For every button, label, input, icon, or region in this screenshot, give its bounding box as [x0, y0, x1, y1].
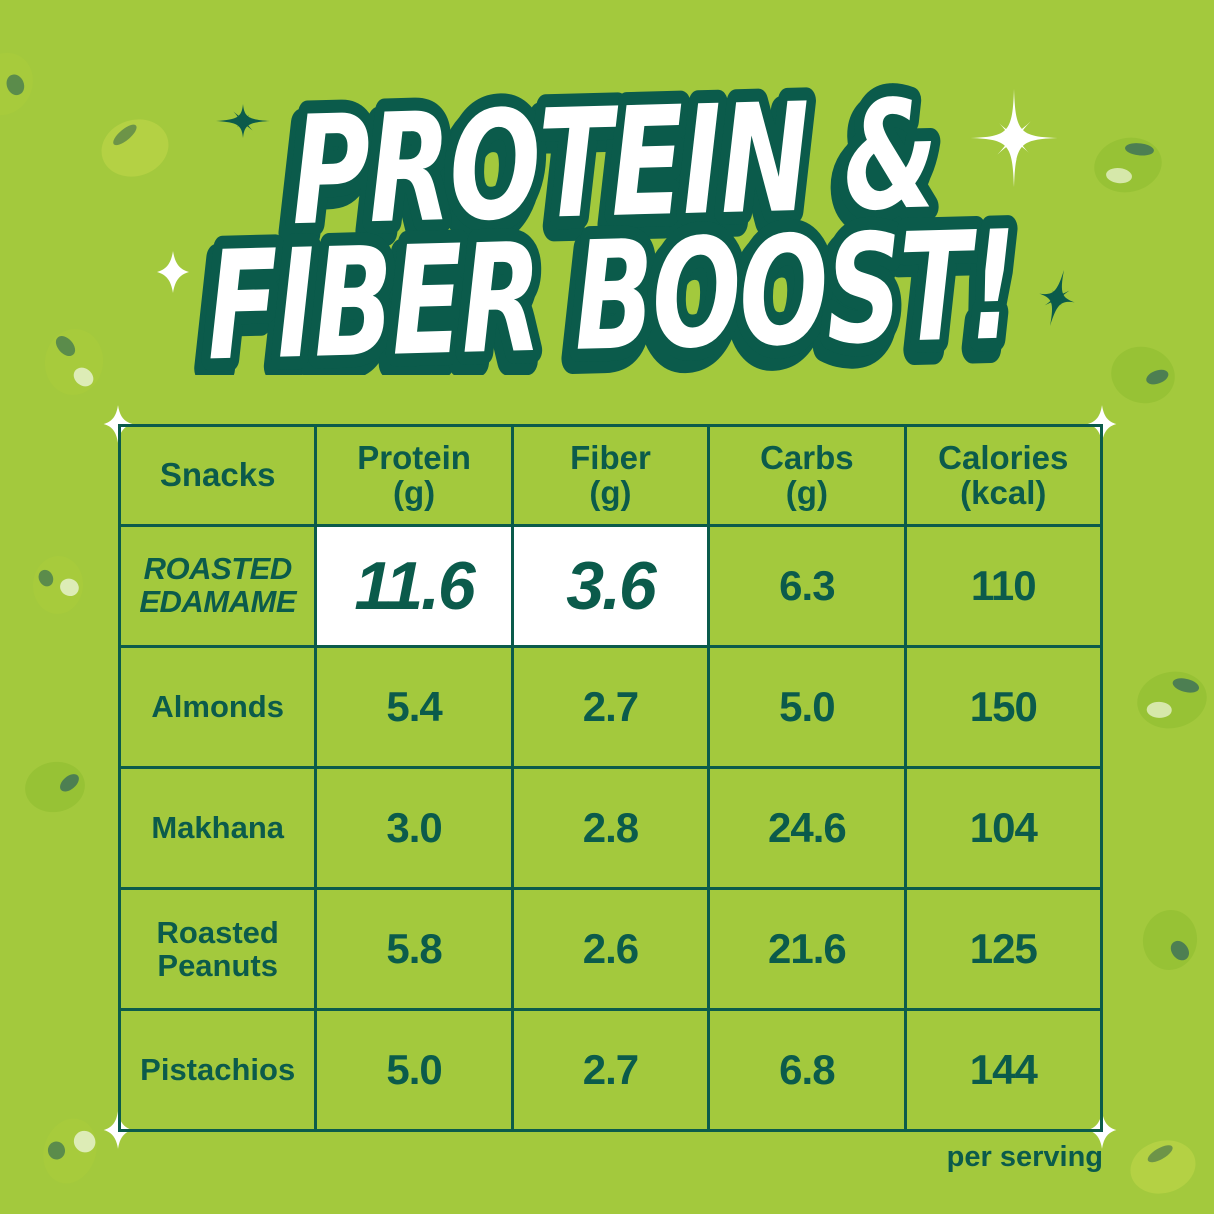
edamame-bean-icon	[1124, 1132, 1202, 1202]
fiber-value: 2.7	[582, 683, 639, 730]
makhana-protein-cell: 3.0	[314, 766, 514, 890]
header-cell-protein: Protein (g)	[314, 424, 514, 527]
protein-value: 5.8	[386, 925, 442, 972]
makhana-fiber-cell: 2.8	[510, 766, 711, 890]
header-unit: (g)	[393, 473, 436, 511]
table-row: Makhana 3.0 2.8 24.6 104	[117, 766, 1104, 890]
header-label: Carbs	[760, 438, 854, 476]
snack-name: Roasted Peanuts	[156, 914, 279, 983]
peanuts-carbs-cell: 21.6	[707, 887, 907, 1011]
peanuts-calories-cell: 125	[903, 887, 1104, 1011]
carbs-value: 21.6	[767, 925, 847, 972]
pistachios-name-cell: Pistachios	[117, 1008, 318, 1132]
calories-value: 144	[969, 1046, 1038, 1093]
pistachios-carbs-cell: 6.8	[707, 1008, 907, 1132]
calories-value: 125	[969, 925, 1038, 972]
makhana-carbs-cell: 24.6	[707, 766, 907, 890]
title-line1: PROTEIN &	[289, 68, 938, 259]
header-unit: (kcal)	[960, 473, 1047, 511]
edamame-fiber-cell: 3.6	[510, 524, 711, 648]
title-line2: FIBER BOOST!	[205, 198, 1018, 375]
almonds-fiber-cell: 2.7	[510, 645, 711, 769]
carbs-value: 6.3	[779, 562, 835, 609]
peanuts-name-cell: Roasted Peanuts	[117, 887, 318, 1011]
edamame-bean-icon	[31, 554, 85, 616]
fiber-value: 2.7	[582, 1046, 639, 1093]
snack-name: ROASTED EDAMAME	[139, 551, 297, 619]
almonds-name-cell: Almonds	[117, 645, 318, 769]
page-title: PROTEIN & FIBER BOOST! PROTEIN & FIBER B…	[186, 65, 1028, 375]
header-cell-carbs: Carbs (g)	[707, 424, 907, 527]
makhana-name-cell: Makhana	[117, 766, 318, 890]
header-unit: (g)	[589, 473, 632, 511]
fiber-value: 2.8	[582, 804, 639, 851]
header-cell-snacks: Snacks	[117, 424, 318, 527]
table-header-row: Snacks Protein (g) Fiber (g) Carbs (g) Calo…	[117, 424, 1104, 527]
edamame-bean-icon	[1139, 906, 1201, 974]
header-label: Fiber	[570, 438, 651, 476]
protein-value: 5.0	[386, 1046, 442, 1093]
sparkle-icon	[213, 91, 273, 151]
peanuts-fiber-cell: 2.6	[510, 887, 711, 1011]
carbs-value: 5.0	[779, 683, 835, 730]
sparkle-icon	[1084, 402, 1120, 446]
makhana-calories-cell: 104	[903, 766, 1104, 890]
table-row: Almonds 5.4 2.7 5.0 150	[117, 645, 1104, 769]
edamame-protein-cell: 11.6	[314, 524, 514, 648]
snack-name: Almonds	[151, 689, 284, 725]
nutrition-table: Snacks Protein (g) Fiber (g) Carbs (g) Calo…	[117, 424, 1104, 1132]
edamame-calories-cell: 110	[903, 524, 1104, 648]
sparkle-icon	[153, 250, 193, 294]
protein-value: 5.4	[386, 683, 442, 730]
title-line2-shadow: FIBER BOOST!	[199, 208, 1012, 375]
header-label: Calories	[938, 438, 1069, 476]
sparkle-icon	[100, 1108, 136, 1152]
edamame-carbs-cell: 6.3	[707, 524, 907, 648]
peanuts-protein-cell: 5.8	[314, 887, 514, 1011]
almonds-calories-cell: 150	[903, 645, 1104, 769]
edamame-bean-icon	[0, 42, 44, 126]
header-cell-calories: Calories (kcal)	[903, 424, 1104, 527]
sparkle-icon	[1018, 259, 1096, 337]
carbs-value: 6.8	[779, 1046, 835, 1093]
sparkle-icon	[962, 86, 1066, 190]
carbs-value: 24.6	[767, 804, 847, 851]
calories-value: 150	[969, 683, 1038, 730]
sparkle-icon	[1084, 1108, 1120, 1152]
protein-value: 3.0	[386, 804, 442, 851]
edamame-bean-icon	[21, 757, 89, 817]
protein-value: 11.6	[354, 548, 475, 624]
calories-value: 104	[969, 804, 1038, 851]
fiber-value: 2.6	[582, 925, 639, 972]
header-label: Snacks	[159, 456, 276, 494]
header-unit: (g)	[785, 473, 828, 511]
edamame-name-cell: ROASTED EDAMAME	[117, 524, 318, 648]
almonds-protein-cell: 5.4	[314, 645, 514, 769]
calories-value: 110	[970, 562, 1037, 609]
sparkle-icon	[100, 402, 136, 446]
snack-name: Pistachios	[140, 1052, 296, 1088]
edamame-bean-icon	[35, 1111, 105, 1191]
edamame-bean-icon	[1131, 665, 1213, 735]
snack-name: Makhana	[151, 810, 285, 846]
table-row: Roasted Peanuts 5.8 2.6 21.6 125	[117, 887, 1104, 1011]
table-row: Pistachios 5.0 2.7 6.8 144	[117, 1008, 1104, 1132]
fiber-value: 3.6	[566, 548, 657, 624]
table-row: ROASTED EDAMAME 11.6 3.6 6.3 110	[117, 524, 1104, 648]
pistachios-calories-cell: 144	[903, 1008, 1104, 1132]
pistachios-fiber-cell: 2.7	[510, 1008, 711, 1132]
header-label: Protein	[357, 438, 471, 476]
title-line1-shadow: PROTEIN &	[283, 78, 932, 269]
almonds-carbs-cell: 5.0	[707, 645, 907, 769]
pistachios-protein-cell: 5.0	[314, 1008, 514, 1132]
header-cell-fiber: Fiber (g)	[510, 424, 711, 527]
per-serving-note: per serving	[946, 1141, 1103, 1173]
